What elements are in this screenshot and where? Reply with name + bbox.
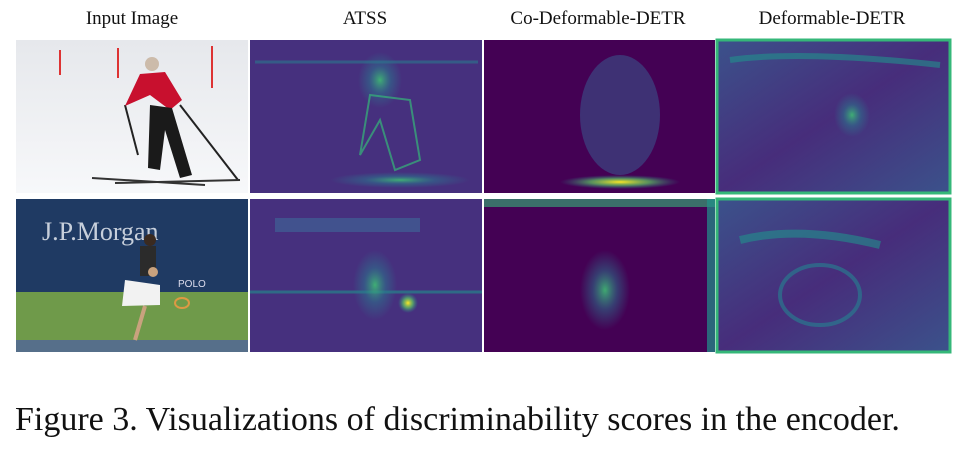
header: Co-Deformable-DETR bbox=[510, 8, 685, 29]
column-headers: Input Image ATSS Co-Deformable-DETR Defo… bbox=[86, 8, 906, 29]
header: Input Image bbox=[86, 8, 178, 29]
photo-tennis: J.P.Morgan POLO bbox=[16, 199, 248, 352]
caption: Figure 3. Visualizations of discriminabi… bbox=[15, 401, 900, 438]
map-codetr-2 bbox=[484, 199, 715, 352]
map-atss-1 bbox=[250, 40, 482, 193]
photo-text: POLO bbox=[178, 279, 206, 290]
header: Deformable-DETR bbox=[759, 8, 906, 29]
map-deformable-2 bbox=[715, 197, 952, 354]
map-deformable-1 bbox=[715, 38, 952, 195]
photo-text: J.P.Morgan bbox=[42, 217, 159, 246]
header: ATSS bbox=[343, 8, 387, 29]
photo-skier bbox=[16, 40, 248, 193]
map-codetr-1 bbox=[484, 40, 715, 193]
map-atss-2 bbox=[250, 199, 482, 352]
